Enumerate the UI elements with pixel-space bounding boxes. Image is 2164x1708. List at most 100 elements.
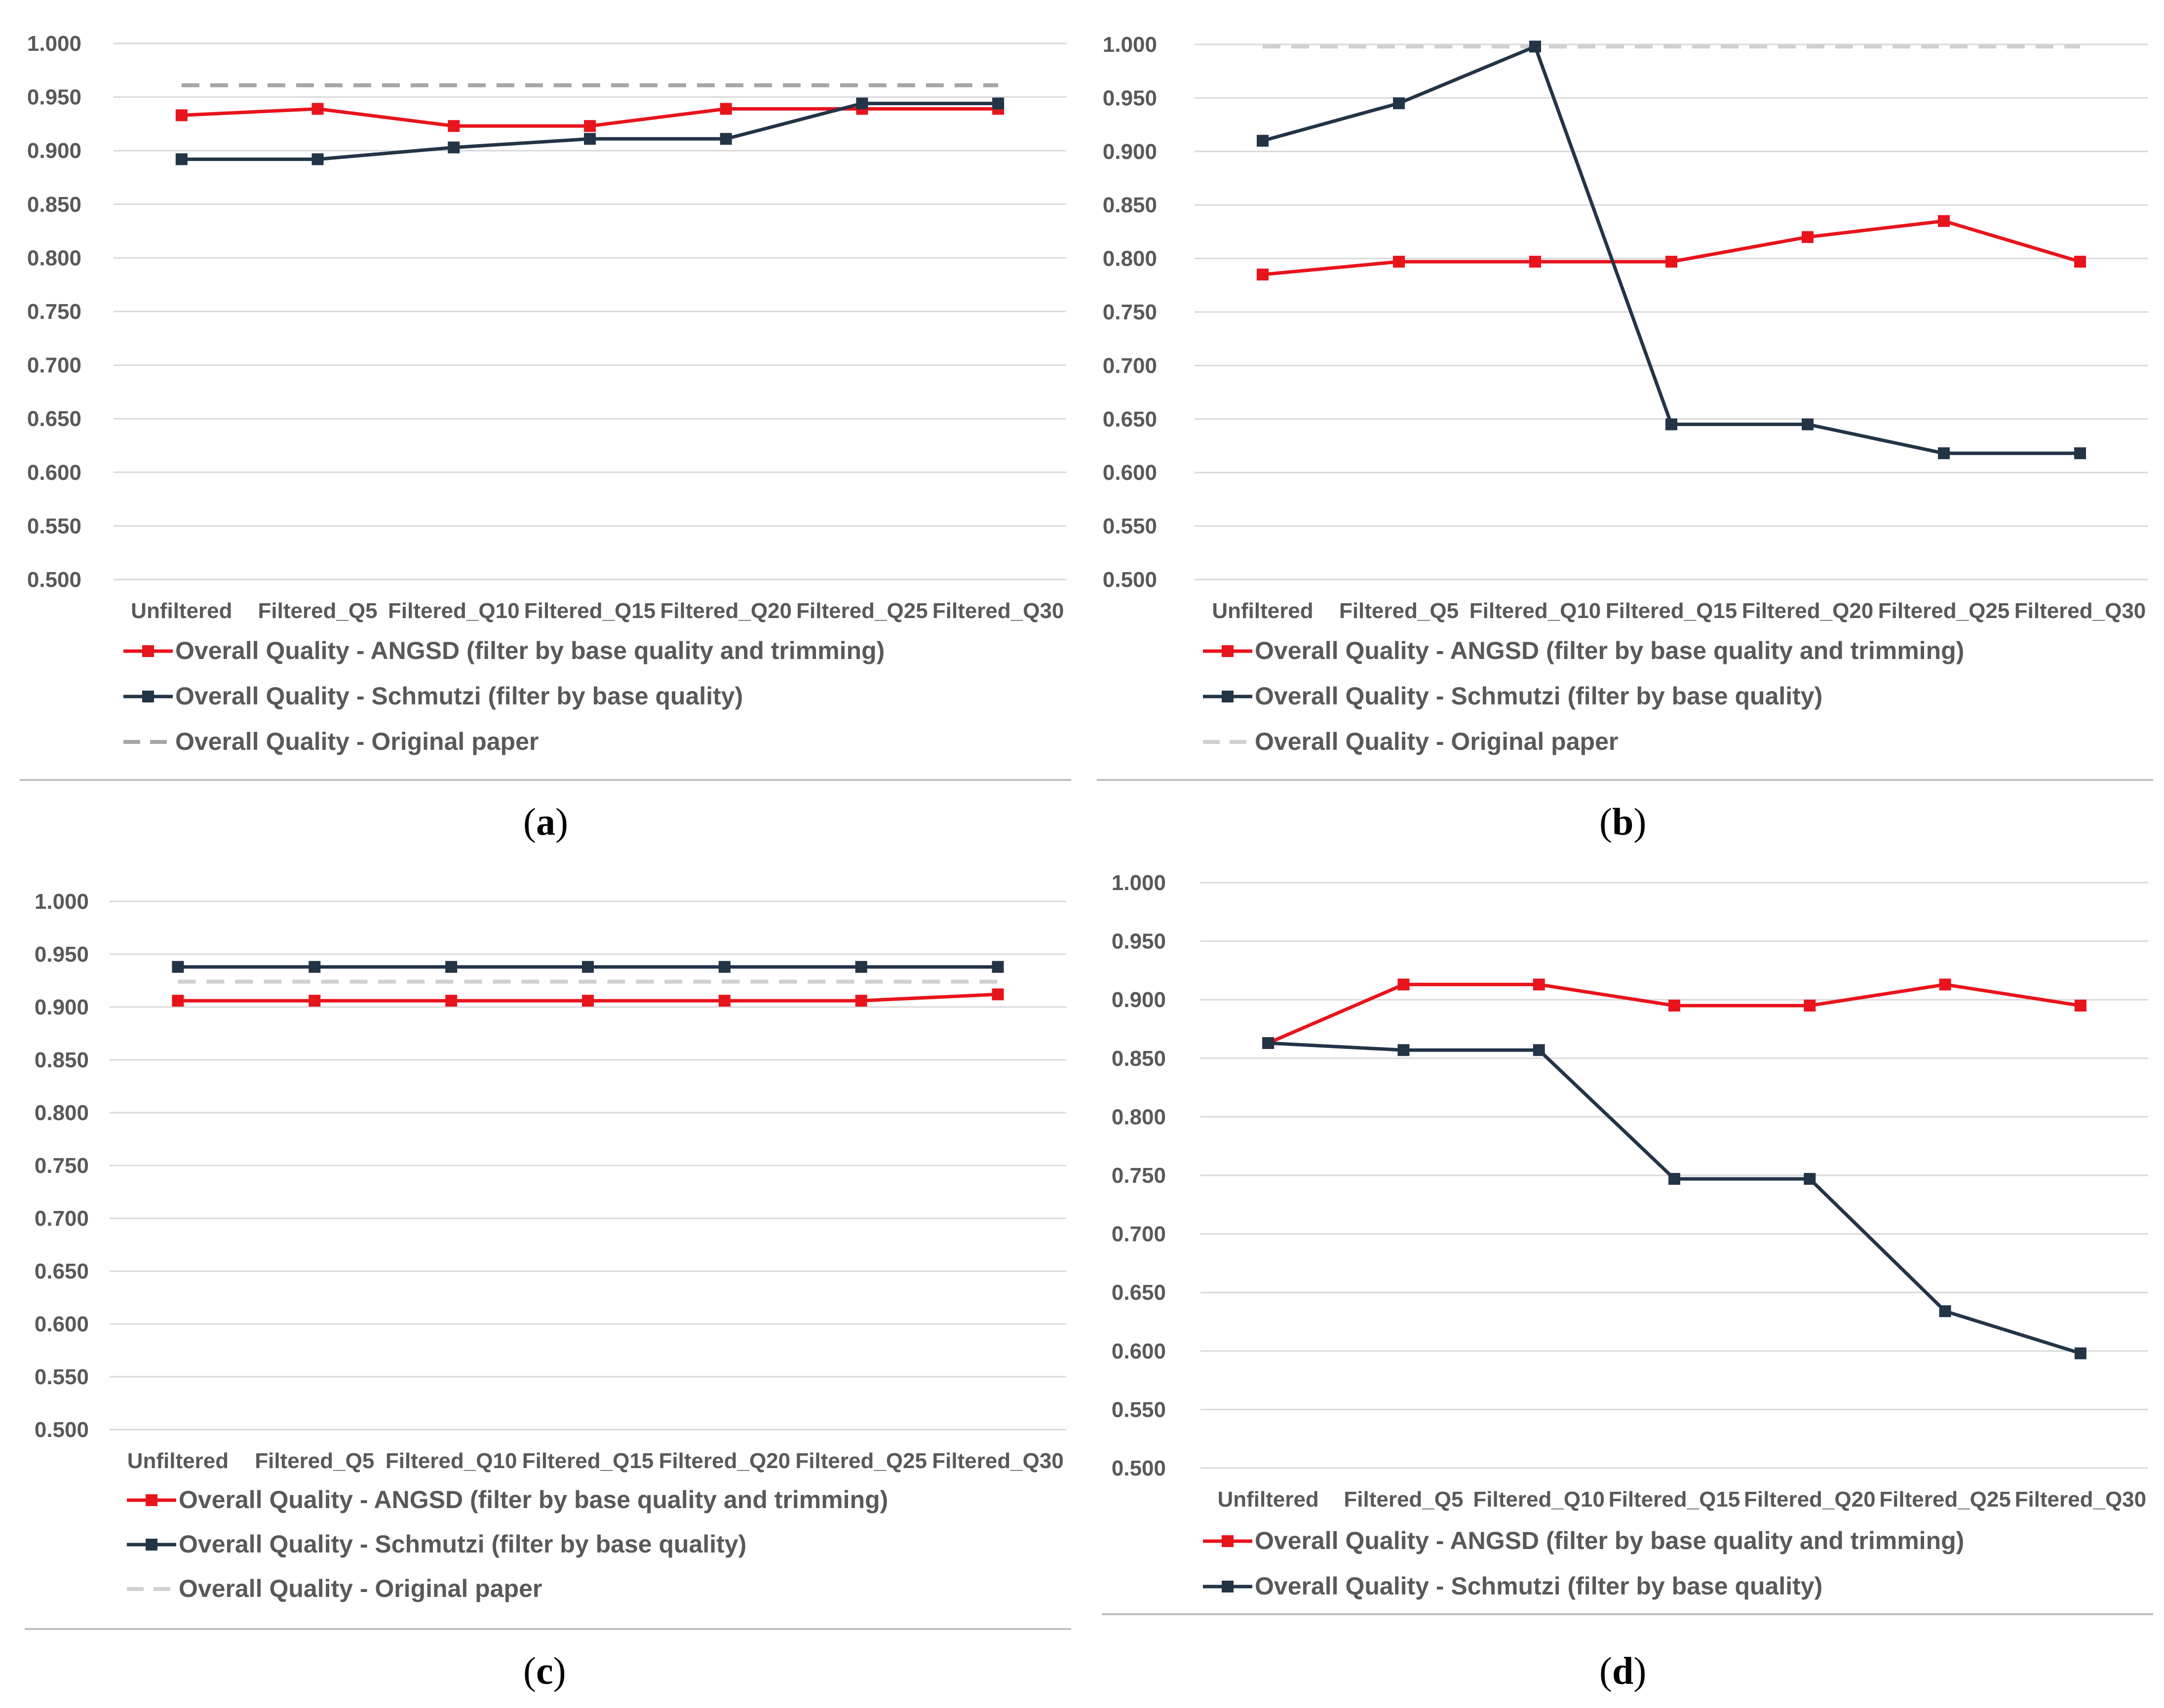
y-tick-label: 1.000 <box>1103 33 1157 57</box>
data-point-schmutzi <box>1939 1305 1951 1318</box>
y-tick-label: 0.750 <box>1112 1164 1166 1188</box>
y-tick-label: 0.800 <box>27 246 81 270</box>
x-tick-label: Filtered_Q30 <box>2015 1487 2147 1512</box>
y-tick-label: 0.850 <box>1112 1047 1166 1071</box>
data-point-angsd <box>1665 256 1677 268</box>
chart-panel-a: 1.000 0.950 0.900 0.850 0.800 0.750 0.700 0.650… <box>0 0 1082 859</box>
x-tick-label: Filtered_Q5 <box>255 1449 374 1473</box>
data-point-angsd <box>718 995 731 1007</box>
y-tick-label: 0.950 <box>27 85 81 110</box>
series-line-angsd <box>1267 982 2081 1045</box>
y-tick-label: 0.500 <box>1112 1456 1166 1480</box>
data-point-angsd <box>1393 256 1405 268</box>
data-point-angsd <box>582 995 594 1007</box>
legend-marker-schmutzi <box>142 691 154 702</box>
x-tick-label: Filtered_Q5 <box>258 599 378 623</box>
x-tick-label: Filtered_Q30 <box>932 1449 1064 1473</box>
y-tick-label: 0.750 <box>1103 300 1157 324</box>
legend-marker-schmutzi <box>1222 1581 1234 1592</box>
y-tick-label: 1.000 <box>1112 871 1166 895</box>
data-point-schmutzi <box>311 153 324 165</box>
y-tick-label: 0.950 <box>1103 86 1157 110</box>
x-tick-label: Filtered_Q10 <box>1469 599 1601 623</box>
data-point-schmutzi <box>1262 1037 1275 1049</box>
y-tick-label: 0.750 <box>27 300 81 324</box>
y-tick-label: 0.650 <box>1112 1281 1166 1305</box>
data-point-schmutzi <box>1938 447 1950 460</box>
y-tick-label: 0.700 <box>1112 1222 1166 1246</box>
y-tick-label: 0.600 <box>27 461 81 485</box>
y-tick-label: 0.850 <box>27 193 81 217</box>
y-tick-label: 0.650 <box>35 1259 89 1283</box>
data-point-schmutzi <box>1397 1044 1410 1056</box>
y-tick-label: 1.000 <box>27 32 81 56</box>
data-point-schmutzi <box>1804 1173 1816 1185</box>
series-line-schmutzi <box>1268 1041 2081 1355</box>
y-tick-label: 0.600 <box>35 1312 89 1336</box>
data-point-schmutzi <box>720 133 732 145</box>
x-tick-label: Filtered_Q25 <box>796 599 928 623</box>
y-tick-label: 0.950 <box>1112 930 1166 954</box>
data-point-schmutzi <box>718 961 731 973</box>
legend-label-schmutzi: Overall Quality - Schmutzi (filter by ba… <box>179 1530 746 1558</box>
data-point-schmutzi <box>172 961 184 973</box>
data-point-schmutzi <box>855 961 867 973</box>
x-tick-label: Filtered_Q25 <box>1878 599 2010 623</box>
caption-c: (c) <box>523 1649 566 1692</box>
legend-label-original: Overall Quality - Original paper <box>175 728 539 755</box>
x-tick-label: Filtered_Q10 <box>1473 1487 1605 1512</box>
data-point-angsd <box>2074 256 2086 268</box>
chart-a-svg: 1.000 0.950 0.900 0.850 0.800 0.750 0.700 0.650… <box>20 32 1071 781</box>
data-point-angsd <box>1804 1000 1816 1012</box>
data-point-schmutzi <box>1257 135 1269 147</box>
y-tick-label: 0.800 <box>35 1101 89 1125</box>
y-tick-label: 0.550 <box>27 514 81 538</box>
data-point-schmutzi <box>582 961 594 973</box>
x-tick-label: Unfiltered <box>1212 599 1313 623</box>
x-tick-label: Filtered_Q15 <box>522 1449 654 1473</box>
data-point-angsd <box>1668 1000 1680 1012</box>
legend-label-original: Overall Quality - Original paper <box>179 1575 542 1602</box>
data-point-schmutzi <box>309 961 321 973</box>
data-point-schmutzi <box>2074 1347 2087 1359</box>
data-point-schmutzi <box>1393 97 1405 110</box>
data-point-angsd <box>309 995 321 1007</box>
y-tick-label: 0.550 <box>35 1365 89 1389</box>
x-tick-label: Filtered_Q30 <box>932 599 1064 623</box>
y-tick-label: 0.950 <box>35 942 89 967</box>
data-point-angsd <box>1533 978 1545 991</box>
y-tick-label: 0.600 <box>1103 461 1157 485</box>
x-tick-label: Filtered_Q30 <box>2014 599 2146 623</box>
legend-marker-angsd <box>1222 1535 1234 1547</box>
legend-label-angsd: Overall Quality - ANGSD (filter by base … <box>1255 1527 1964 1554</box>
y-tick-label: 0.900 <box>27 139 81 163</box>
data-point-schmutzi <box>992 97 1005 110</box>
x-tick-label: Filtered_Q25 <box>1879 1487 2011 1512</box>
legend-marker-angsd <box>142 645 154 657</box>
legend-label-schmutzi: Overall Quality - Schmutzi (filter by ba… <box>1255 682 1822 710</box>
data-point-schmutzi <box>584 133 596 145</box>
y-tick-label: 0.550 <box>1103 514 1157 539</box>
chart-b-svg: 1.000 0.950 0.900 0.850 0.800 0.750 0.700 0.650… <box>1097 33 2153 781</box>
y-tick-label: 0.500 <box>27 568 81 592</box>
legend-marker-schmutzi <box>146 1539 157 1551</box>
caption-a: (a) <box>523 800 568 843</box>
x-tick-label: Filtered_Q15 <box>1609 1487 1740 1512</box>
y-tick-label: 0.900 <box>35 995 89 1019</box>
x-tick-label: Filtered_Q20 <box>660 599 792 623</box>
data-point-schmutzi <box>1533 1044 1545 1056</box>
y-tick-label: 0.800 <box>1103 247 1157 271</box>
caption-b: (b) <box>1599 800 1647 843</box>
chart-d-svg: 1.000 0.950 0.900 0.850 0.800 0.750 0.700 0.650… <box>1102 871 2153 1615</box>
data-point-angsd <box>1529 256 1541 268</box>
data-point-schmutzi <box>445 961 458 973</box>
data-point-angsd <box>448 120 460 132</box>
caption-a-letter: a <box>536 800 555 843</box>
data-point-schmutzi <box>1529 40 1541 53</box>
chart-panel-b: 1.000 0.950 0.900 0.850 0.800 0.750 0.700 0.650… <box>1082 0 2164 859</box>
y-tick-label: 1.000 <box>35 890 89 914</box>
legend-label-angsd: Overall Quality - ANGSD (filter by base … <box>175 637 885 664</box>
data-point-angsd <box>720 103 732 115</box>
y-tick-label: 0.800 <box>1112 1105 1166 1129</box>
chart-panel-c: 1.000 0.950 0.900 0.850 0.800 0.750 0.700 0.650… <box>0 859 1082 1708</box>
